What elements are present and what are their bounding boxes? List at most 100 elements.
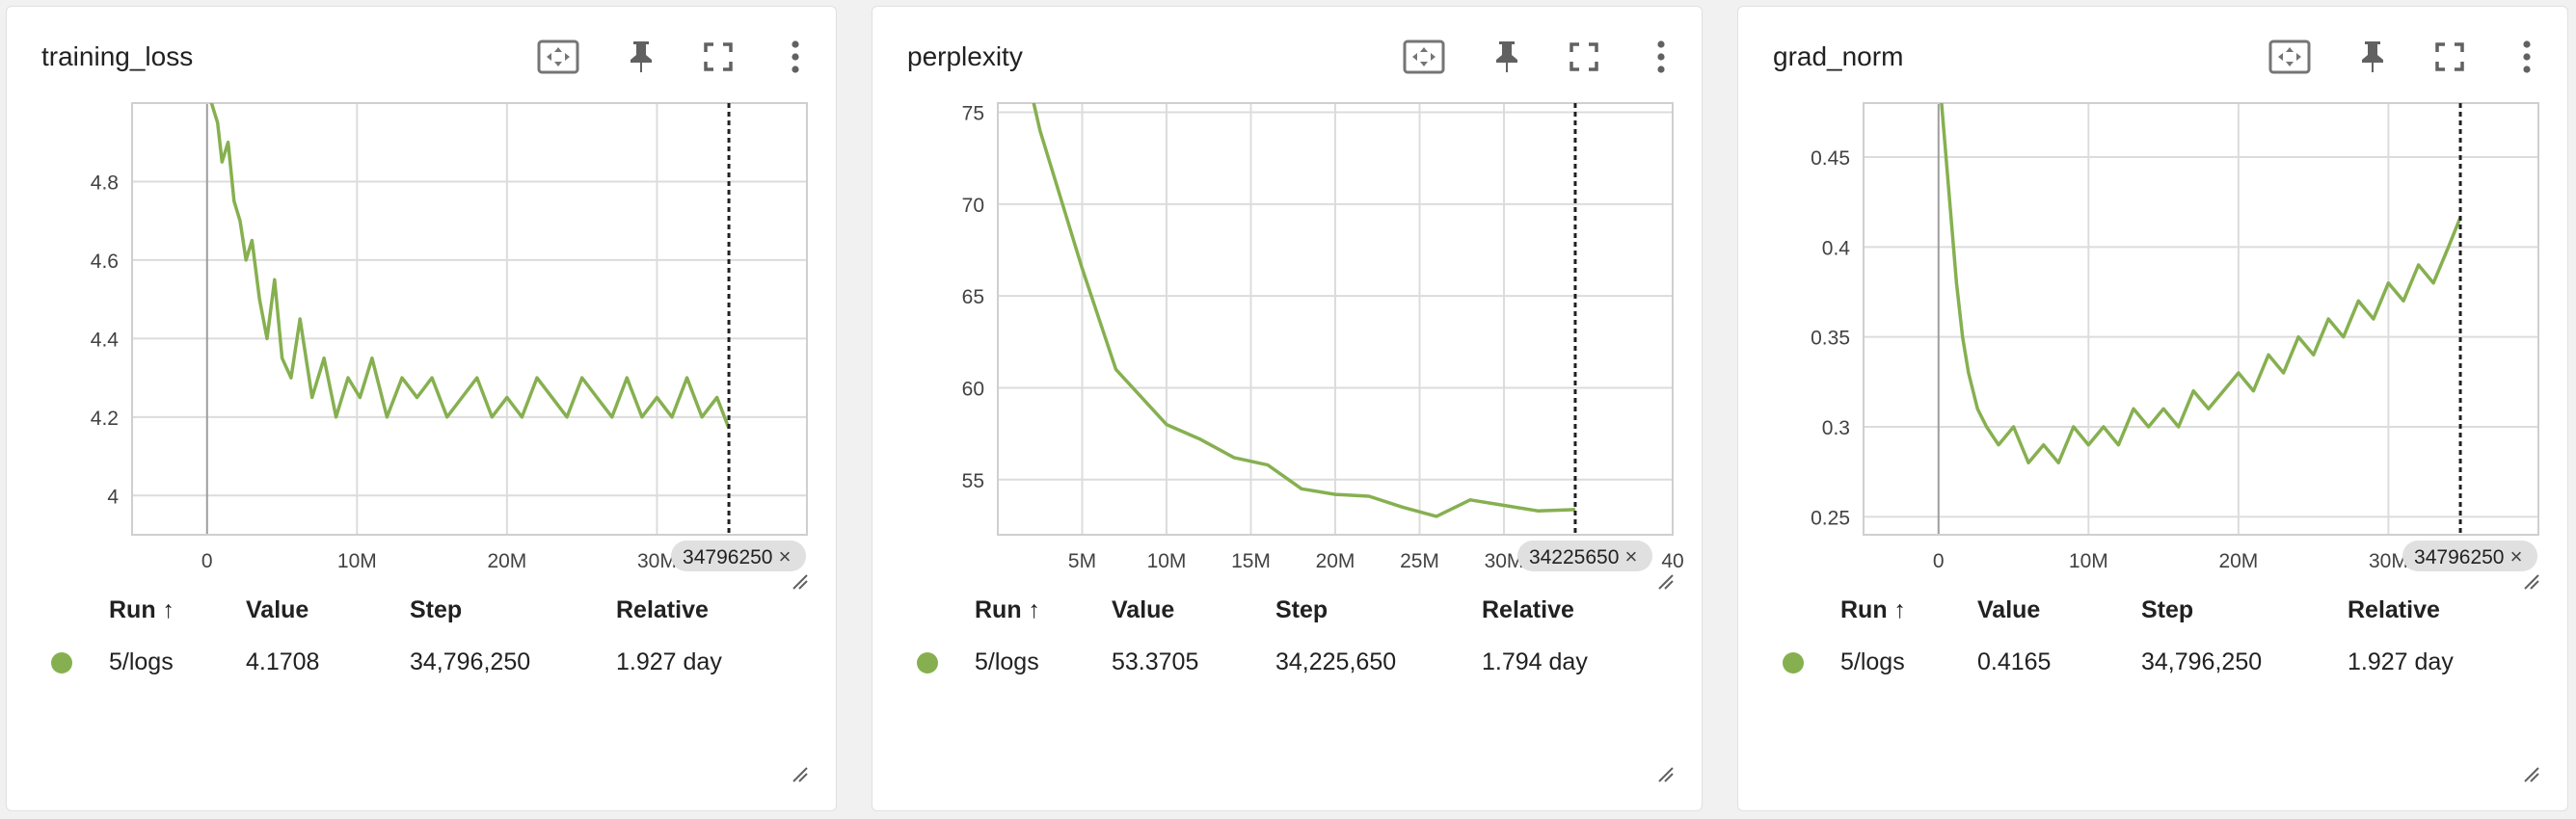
- x-tick-label: 10M: [2069, 550, 2108, 572]
- step-chip[interactable]: 34796250 ×: [2402, 541, 2538, 571]
- more-menu-button[interactable]: [1640, 36, 1682, 78]
- x-tick-label: 20M: [487, 550, 526, 572]
- resize-handle-icon[interactable]: [1655, 764, 1675, 783]
- y-tick-label: 65: [962, 286, 984, 308]
- x-tick-label: 30M: [1485, 550, 1524, 572]
- more-vert-icon: [1657, 40, 1665, 73]
- pin-icon: [2362, 41, 2383, 72]
- x-tick-label: 15M: [1231, 550, 1271, 572]
- x-tick-label: 30M: [637, 550, 677, 572]
- run-value: 4.1708: [246, 648, 320, 675]
- resize-handle-icon[interactable]: [790, 764, 809, 783]
- fullscreen-icon: [1570, 42, 1598, 71]
- y-tick-label: 0.35: [1811, 328, 1850, 350]
- header-value[interactable]: Value: [1112, 596, 1175, 623]
- run-color-dot: [51, 652, 72, 674]
- step-chip[interactable]: 34225650 ×: [1516, 541, 1652, 571]
- y-tick-label: 4.8: [91, 172, 119, 194]
- pin-button[interactable]: [2351, 36, 2394, 78]
- fit-domain-icon: [537, 40, 579, 74]
- run-relative: 1.927 day: [2348, 648, 2454, 675]
- run-relative: 1.927 day: [616, 648, 722, 675]
- fullscreen-button[interactable]: [2428, 36, 2471, 78]
- run-name: 5/logs: [975, 648, 1039, 675]
- card-title: grad_norm: [1773, 41, 1904, 71]
- fit-domain-button[interactable]: [1403, 36, 1445, 78]
- y-tick-label: 70: [962, 195, 984, 217]
- fit-domain-button[interactable]: [2268, 36, 2311, 78]
- y-tick-label: 75: [962, 103, 984, 125]
- step-chip-label: 34796250: [683, 546, 772, 568]
- y-tick-label: 0.4: [1822, 237, 1851, 259]
- resize-handle-icon[interactable]: [1655, 571, 1675, 591]
- y-tick-label: 0.25: [1811, 507, 1850, 529]
- resize-handle-icon[interactable]: [790, 571, 809, 591]
- resize-handle-icon[interactable]: [2521, 571, 2540, 591]
- run-color-dot: [1783, 652, 1804, 674]
- header-step[interactable]: Step: [1275, 596, 1328, 623]
- run-step: 34,796,250: [410, 648, 531, 675]
- step-chip[interactable]: 34796250 ×: [671, 541, 807, 571]
- fullscreen-button[interactable]: [697, 36, 739, 78]
- y-tick-label: 0.3: [1822, 417, 1850, 439]
- pin-icon: [631, 41, 652, 72]
- header-run[interactable]: Run ↑: [1840, 596, 1907, 623]
- run-step: 34,225,650: [1275, 648, 1397, 675]
- card-title: training_loss: [41, 41, 194, 71]
- line-chart[interactable]: 4 4.2 4.4 4.6 4.8 0 10M 20M 30M 34796250 ×: [7, 93, 838, 575]
- header-value[interactable]: Value: [1977, 596, 2041, 623]
- header-run[interactable]: Run ↑: [975, 596, 1041, 623]
- step-chip-label: 34225650: [1529, 546, 1619, 568]
- fit-domain-button[interactable]: [537, 36, 579, 78]
- run-name: 5/logs: [109, 648, 174, 675]
- run-name: 5/logs: [1840, 648, 1905, 675]
- line-chart[interactable]: 55 60 65 70 75 5M 10M 15M 20M 25M 30M 40 34225650 ×: [872, 93, 1704, 575]
- x-tick-label: 40: [1661, 550, 1683, 572]
- chip-close-icon: ×: [779, 544, 792, 568]
- header-step[interactable]: Step: [410, 596, 463, 623]
- x-tick-label: 5M: [1068, 550, 1096, 572]
- plot-frame: [1863, 102, 2539, 536]
- fullscreen-icon: [2435, 42, 2464, 71]
- more-vert-icon: [792, 40, 799, 73]
- header-relative[interactable]: Relative: [2348, 596, 2440, 623]
- y-tick-label: 4.6: [91, 251, 119, 273]
- run-value: 0.4165: [1977, 648, 2052, 675]
- x-tick-label: 20M: [2218, 550, 2258, 572]
- header-relative[interactable]: Relative: [1482, 596, 1574, 623]
- series-line[interactable]: [1939, 93, 2462, 465]
- chart-card-training-loss: training_loss 4 4.2 4.4 4.6 4.8 0 10M 20M 30M 347…: [6, 6, 837, 811]
- series-line[interactable]: [207, 93, 731, 430]
- run-step: 34,796,250: [2141, 648, 2263, 675]
- more-menu-button[interactable]: [2506, 36, 2548, 78]
- resize-handle-icon[interactable]: [2521, 764, 2540, 783]
- series-line[interactable]: [1023, 93, 1575, 518]
- plot-frame: [997, 102, 1674, 536]
- pin-button[interactable]: [620, 36, 662, 78]
- fit-domain-icon: [2268, 40, 2311, 74]
- header-relative[interactable]: Relative: [616, 596, 709, 623]
- header-value[interactable]: Value: [246, 596, 309, 623]
- run-color-dot: [917, 652, 938, 674]
- line-chart[interactable]: 0.25 0.3 0.35 0.4 0.45 0 10M 20M 30M 34796250 ×: [1738, 93, 2569, 575]
- x-tick-label: 25M: [1400, 550, 1439, 572]
- chart-card-grad-norm: grad_norm 0.25 0.3 0.35 0.4 0.45 0 10M 20M 30M 34…: [1737, 6, 2568, 811]
- pin-icon: [1496, 41, 1517, 72]
- header-run[interactable]: Run ↑: [109, 596, 175, 623]
- y-tick-label: 4.2: [91, 408, 119, 430]
- chip-close-icon: ×: [2510, 544, 2523, 568]
- fit-domain-icon: [1403, 40, 1445, 74]
- header-step[interactable]: Step: [2141, 596, 2194, 623]
- x-tick-label: 0: [1933, 550, 1945, 572]
- y-tick-label: 4.4: [91, 329, 120, 351]
- pin-button[interactable]: [1486, 36, 1528, 78]
- fullscreen-button[interactable]: [1563, 36, 1605, 78]
- step-chip-label: 34796250: [2414, 546, 2504, 568]
- plot-frame: [131, 102, 808, 536]
- y-tick-label: 4: [107, 486, 119, 508]
- card-title: perplexity: [907, 41, 1023, 71]
- more-menu-button[interactable]: [774, 36, 817, 78]
- chip-close-icon: ×: [1625, 544, 1638, 568]
- x-tick-label: 30M: [2369, 550, 2408, 572]
- y-tick-label: 0.45: [1811, 147, 1850, 170]
